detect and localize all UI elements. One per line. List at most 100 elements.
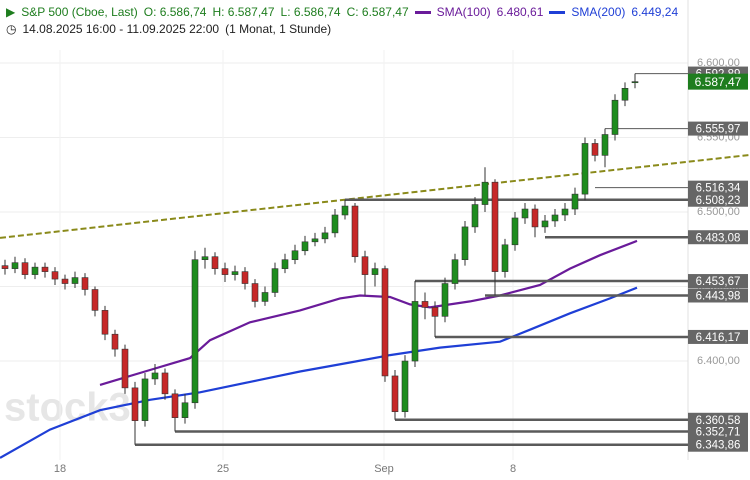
candle-body	[131, 387, 139, 421]
candle-body	[201, 256, 209, 260]
sma-line	[99, 239, 638, 386]
level-label: 6.555,97	[696, 124, 741, 136]
ohlc: L: 6.586,74	[280, 5, 341, 19]
legend-value: 6.449,24	[631, 5, 679, 19]
candle-body	[321, 232, 329, 240]
candle-body	[441, 283, 449, 317]
level-label-box	[688, 180, 748, 195]
level-label-box	[688, 230, 748, 245]
ohlc: O: 6.586,74	[143, 5, 207, 19]
candle-body	[331, 214, 339, 234]
candle-body	[451, 259, 459, 284]
candle-body	[231, 271, 239, 275]
sma-line	[0, 286, 638, 459]
candle-body	[521, 208, 529, 219]
candle-body	[531, 208, 539, 228]
candle-body	[81, 277, 89, 290]
candle-body	[621, 88, 629, 101]
level-label: 6.352,71	[696, 427, 741, 439]
y-tick-label: 6.600,00	[697, 57, 740, 69]
candle-body	[11, 262, 19, 269]
clock-icon: ◷	[6, 22, 17, 36]
y-tick-label: 6.400,00	[697, 355, 740, 367]
candle-body	[591, 143, 599, 156]
candle-body	[101, 310, 109, 335]
candle-body	[601, 134, 609, 156]
title: S&P 500 (Cboe, Last)	[21, 5, 138, 19]
candle-body	[421, 301, 429, 308]
candle-body	[271, 268, 279, 293]
legend-swatch	[549, 11, 566, 14]
candle-body	[241, 271, 249, 284]
candle-body	[461, 226, 469, 260]
candle-body	[71, 277, 79, 284]
candle-body	[211, 256, 219, 269]
level-label-box	[688, 192, 748, 207]
level-label: 6.508,23	[696, 195, 741, 207]
level-label: 6.453,67	[696, 276, 741, 288]
candle-body	[301, 241, 309, 252]
candle-body	[251, 283, 259, 302]
candle-body	[431, 307, 439, 317]
candle-body	[361, 256, 369, 275]
candle-body	[371, 268, 379, 275]
candle-body	[171, 393, 179, 418]
candle-body	[511, 217, 519, 246]
candle-body	[381, 268, 389, 377]
header: ▶ S&P 500 (Cboe, Last) O: 6.586,74 H: 6.…	[6, 4, 678, 38]
x-tick-label: 18	[54, 463, 66, 475]
x-tick-label: 25	[217, 463, 229, 475]
candle-body	[31, 266, 39, 275]
level-label-box	[688, 274, 748, 289]
level-label: 6.443,98	[696, 291, 741, 303]
legend-swatch	[414, 11, 431, 14]
candle-body	[611, 99, 619, 135]
trendline	[0, 153, 750, 239]
candle-body	[191, 259, 199, 404]
header-row: ▶ S&P 500 (Cboe, Last) O: 6.586,74 H: 6.…	[6, 4, 678, 21]
y-tick-label: 6.500,00	[697, 206, 740, 218]
level-label: 6.343,86	[696, 440, 741, 452]
candle-body	[161, 372, 169, 395]
x-tick-label: Sep	[374, 463, 394, 475]
candle-body	[311, 238, 319, 243]
candle-body	[121, 348, 129, 389]
ohlc: H: 6.587,47	[212, 5, 275, 19]
candle-body	[581, 143, 589, 195]
level-label: 6.360,58	[696, 415, 741, 427]
level-label-box	[688, 121, 748, 136]
candle-body	[631, 81, 639, 84]
level-label: 6.516,34	[696, 183, 741, 195]
candle-body	[61, 278, 69, 284]
candle-body	[91, 289, 99, 311]
level-label-box	[688, 424, 748, 439]
level-label-box	[688, 288, 748, 303]
candle-body	[111, 333, 119, 350]
candle-body	[341, 205, 349, 216]
level-label: 6.483,08	[696, 232, 741, 244]
ohlc: C: 6.587,47	[346, 5, 409, 19]
candle-body	[21, 262, 29, 275]
candle-body	[291, 250, 299, 260]
candle-body	[491, 181, 499, 272]
candle-body	[151, 372, 159, 380]
candle-body	[351, 205, 359, 258]
candle-body	[51, 271, 59, 280]
candle-body	[501, 244, 509, 272]
x-tick-label: 8	[510, 463, 516, 475]
header-row: ◷ 14.08.2025 16:00 - 11.09.2025 22:00 (1…	[6, 21, 678, 38]
candle-body	[561, 208, 569, 216]
candle-body	[471, 204, 479, 228]
level-label-box	[688, 437, 748, 452]
legend-name: SMA(100)	[436, 5, 491, 19]
candle-body	[181, 402, 189, 418]
candle-body	[1, 265, 9, 269]
candle-body	[571, 193, 579, 210]
candle-body	[481, 181, 489, 205]
period: 14.08.2025 16:00 - 11.09.2025 22:00	[22, 22, 220, 36]
candle-body	[41, 266, 49, 272]
legend-value: 6.480,61	[496, 5, 544, 19]
candle-body	[401, 360, 409, 413]
